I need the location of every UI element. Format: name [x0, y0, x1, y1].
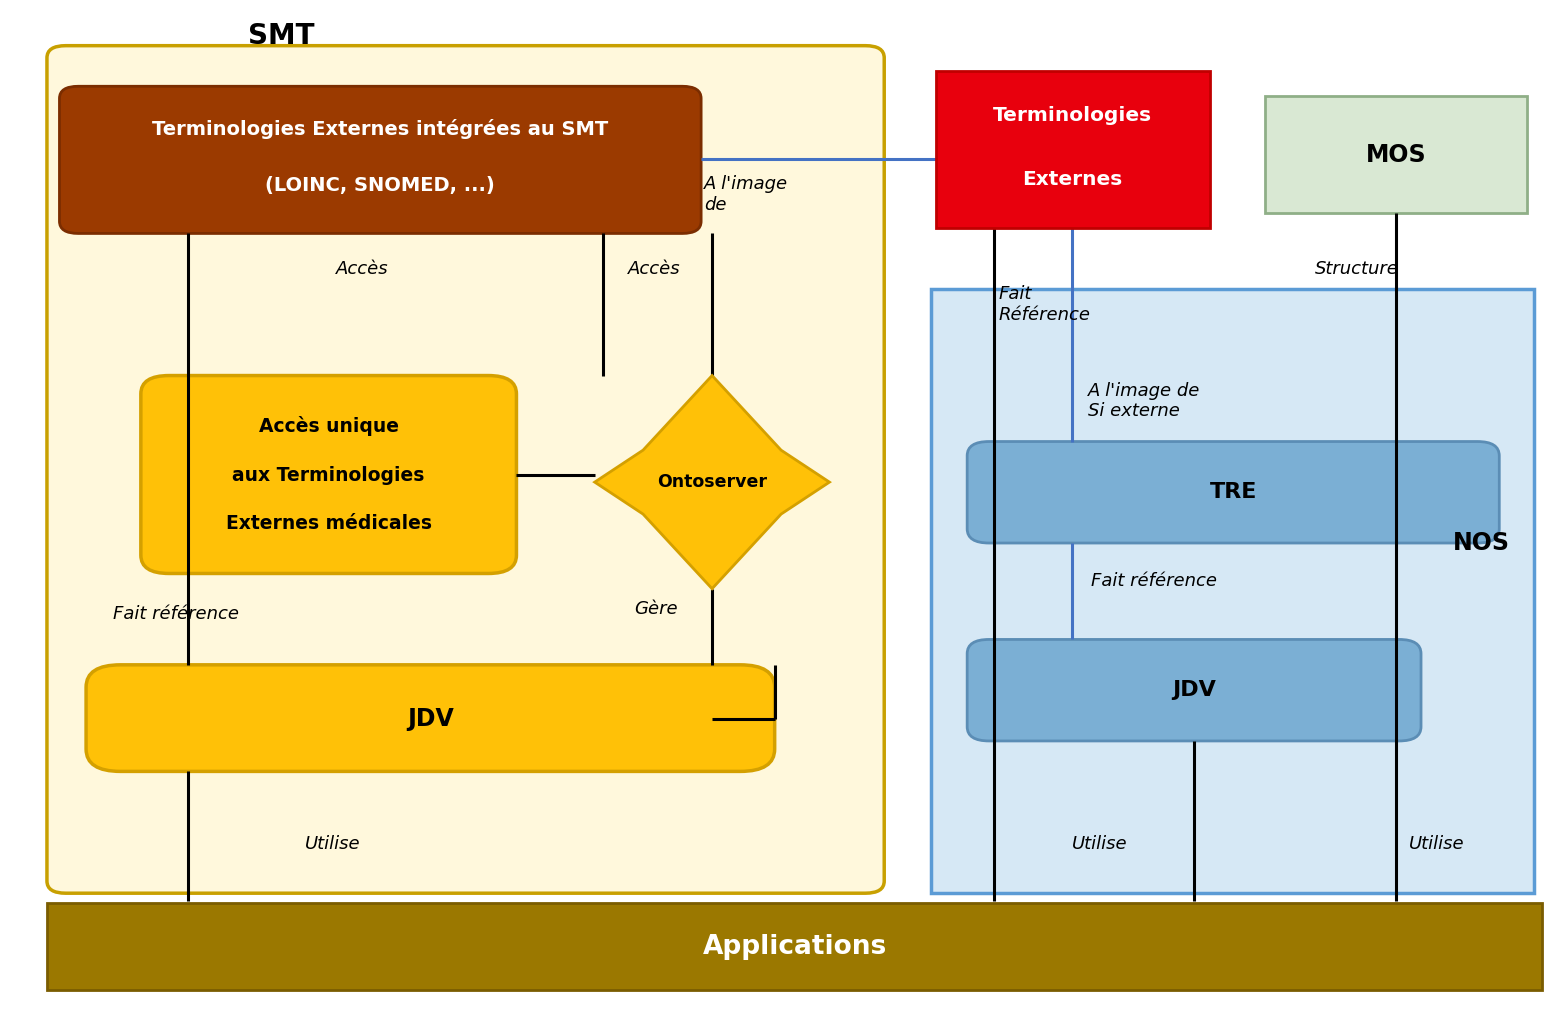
Text: Fait
Référence: Fait Référence: [998, 285, 1091, 324]
Text: A l'image
de: A l'image de: [704, 176, 789, 214]
FancyBboxPatch shape: [47, 46, 884, 893]
Text: (LOINC, SNOMED, ...): (LOINC, SNOMED, ...): [266, 176, 495, 195]
Text: Externes médicales: Externes médicales: [225, 515, 432, 533]
Text: Structure: Structure: [1315, 260, 1399, 278]
FancyBboxPatch shape: [967, 442, 1499, 543]
Text: NOS: NOS: [1454, 531, 1510, 555]
Text: Fait référence: Fait référence: [113, 605, 239, 623]
Text: Externes: Externes: [1022, 171, 1122, 189]
Text: Ontoserver: Ontoserver: [657, 473, 767, 491]
Text: Fait référence: Fait référence: [1091, 571, 1218, 590]
Text: JDV: JDV: [1172, 680, 1216, 700]
Text: SMT: SMT: [249, 21, 315, 50]
Text: Accès: Accès: [335, 260, 388, 278]
Bar: [931, 289, 1534, 893]
FancyBboxPatch shape: [967, 639, 1421, 741]
Bar: [1265, 96, 1527, 213]
Text: Accès unique: Accès unique: [258, 416, 399, 436]
Text: TRE: TRE: [1210, 482, 1257, 502]
FancyBboxPatch shape: [59, 86, 701, 233]
Text: aux Terminologies: aux Terminologies: [233, 466, 424, 484]
Text: Gère: Gère: [634, 600, 678, 618]
Text: JDV: JDV: [407, 706, 454, 731]
Text: Accès: Accès: [628, 260, 681, 278]
Bar: [936, 71, 1210, 228]
Text: Utilise: Utilise: [1072, 835, 1128, 854]
Text: Terminologies: Terminologies: [992, 107, 1152, 125]
Text: Terminologies Externes intégrées au SMT: Terminologies Externes intégrées au SMT: [152, 120, 609, 139]
FancyBboxPatch shape: [86, 665, 775, 771]
Text: MOS: MOS: [1366, 143, 1426, 167]
Bar: [47, 903, 1542, 990]
Text: A l'image de
Si externe: A l'image de Si externe: [1088, 382, 1200, 420]
Text: Utilise: Utilise: [1408, 835, 1465, 854]
FancyBboxPatch shape: [141, 376, 516, 573]
Text: Applications: Applications: [703, 934, 887, 960]
Text: Utilise: Utilise: [305, 835, 362, 854]
Polygon shape: [595, 376, 829, 589]
